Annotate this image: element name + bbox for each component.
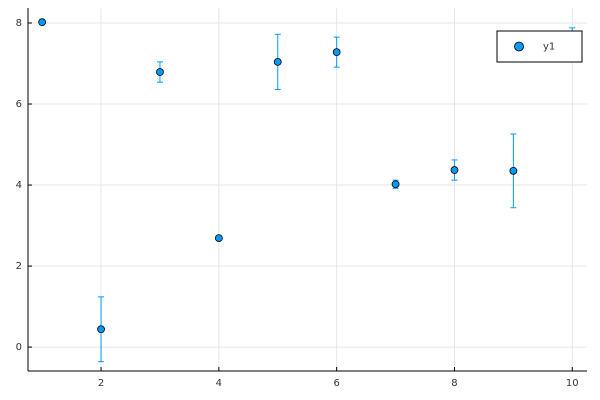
point	[332, 48, 341, 57]
legend-box	[496, 30, 583, 63]
y-tick-label: 6	[16, 99, 22, 110]
x-tick-label: 10	[566, 378, 579, 389]
point	[391, 180, 400, 189]
y-tick-label: 2	[16, 261, 22, 272]
point	[273, 57, 282, 66]
y-tick-label: 0	[16, 342, 22, 353]
x-tick-label: 4	[216, 378, 222, 389]
y-tick-label: 8	[16, 18, 22, 29]
point	[509, 166, 518, 175]
point	[214, 234, 223, 243]
y-tick-label: 4	[16, 180, 22, 191]
point	[156, 68, 164, 76]
point	[450, 166, 459, 174]
x-tick-label: 2	[98, 378, 104, 389]
legend-label: y1	[543, 42, 555, 53]
point	[97, 325, 105, 334]
point	[38, 18, 47, 27]
x-tick-label: 6	[333, 378, 339, 389]
legend-marker	[514, 41, 524, 52]
x-tick-label: 8	[451, 378, 457, 389]
